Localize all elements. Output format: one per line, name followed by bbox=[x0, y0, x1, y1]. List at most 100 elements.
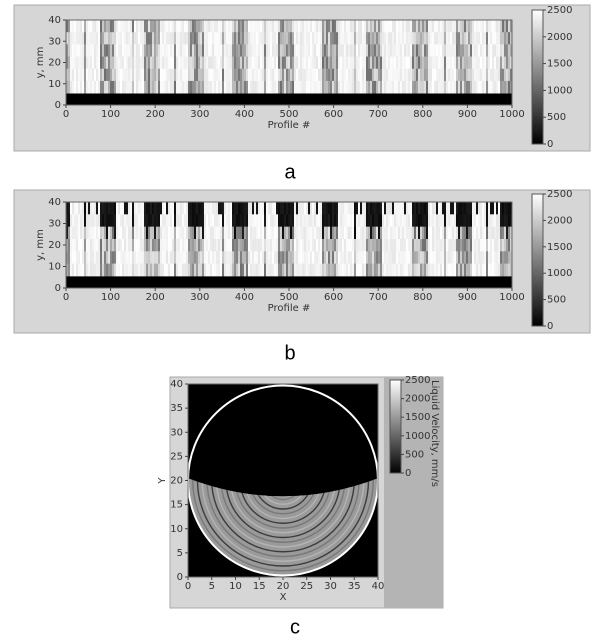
pixel bbox=[218, 20, 221, 33]
pixel bbox=[186, 263, 189, 277]
pixel bbox=[428, 263, 431, 277]
pixel bbox=[234, 238, 237, 252]
pixel bbox=[492, 226, 495, 240]
pixel bbox=[162, 44, 165, 57]
pixel bbox=[228, 251, 231, 265]
pixel bbox=[206, 32, 209, 45]
pixel bbox=[270, 68, 273, 82]
pixel bbox=[180, 202, 183, 215]
pixel bbox=[474, 20, 477, 33]
pixel bbox=[248, 226, 251, 240]
pixel bbox=[436, 202, 439, 215]
pixel bbox=[332, 56, 335, 70]
pixel bbox=[90, 32, 93, 45]
pixel bbox=[384, 44, 387, 57]
pixel bbox=[120, 214, 123, 228]
pixel bbox=[178, 68, 181, 82]
pixel bbox=[502, 202, 505, 215]
pixel bbox=[198, 214, 201, 228]
pixel bbox=[318, 238, 321, 252]
pixel bbox=[140, 32, 143, 45]
pixel bbox=[442, 214, 445, 228]
pixel bbox=[234, 56, 237, 70]
pixel bbox=[408, 226, 411, 240]
pixel bbox=[66, 56, 69, 70]
pixel bbox=[190, 238, 193, 252]
pixel bbox=[454, 32, 457, 45]
pixel bbox=[458, 251, 461, 265]
pixel bbox=[162, 68, 165, 82]
pixel bbox=[470, 226, 473, 240]
pixel bbox=[228, 56, 231, 70]
pixel bbox=[104, 202, 107, 215]
pixel bbox=[232, 238, 235, 252]
pixel bbox=[420, 263, 423, 277]
pixel bbox=[290, 44, 293, 57]
pixel bbox=[432, 214, 435, 228]
pixel bbox=[210, 214, 213, 228]
pixel bbox=[160, 238, 163, 252]
pixel bbox=[256, 214, 259, 228]
pixel bbox=[392, 263, 395, 277]
pixel bbox=[382, 32, 385, 45]
pixel bbox=[122, 68, 125, 82]
pixel bbox=[472, 263, 475, 277]
pixel bbox=[348, 20, 351, 33]
pixel bbox=[336, 32, 339, 45]
pixel bbox=[162, 20, 165, 33]
pixel bbox=[286, 68, 289, 82]
pixel bbox=[454, 238, 457, 252]
pixel bbox=[134, 56, 137, 70]
pixel bbox=[138, 202, 141, 215]
pixel bbox=[142, 263, 145, 277]
pixel bbox=[76, 238, 79, 252]
pixel bbox=[236, 214, 239, 228]
pixel bbox=[506, 32, 509, 45]
pixel bbox=[474, 44, 477, 57]
pixel bbox=[126, 68, 129, 82]
pixel bbox=[404, 80, 407, 94]
pixel bbox=[448, 226, 451, 240]
pixel bbox=[376, 80, 379, 94]
pixel bbox=[326, 226, 329, 240]
pixel bbox=[234, 80, 237, 94]
x-axis-label: Profile # bbox=[268, 303, 311, 314]
pixel bbox=[218, 263, 221, 277]
pixel bbox=[358, 56, 361, 70]
pixel bbox=[68, 68, 71, 82]
pixel bbox=[80, 80, 83, 94]
pixel bbox=[446, 251, 449, 265]
pixel bbox=[250, 56, 253, 70]
pixel bbox=[470, 80, 473, 94]
pixel bbox=[136, 68, 139, 82]
pixel bbox=[396, 251, 399, 265]
pixel bbox=[400, 20, 403, 33]
pixel bbox=[306, 226, 309, 240]
pixel bbox=[244, 202, 247, 215]
pixel bbox=[508, 226, 511, 240]
pixel bbox=[320, 238, 323, 252]
pixel bbox=[314, 226, 317, 240]
pixel bbox=[454, 80, 457, 94]
pixel bbox=[400, 226, 403, 240]
pixel bbox=[478, 251, 481, 265]
pixel bbox=[272, 68, 275, 82]
pixel bbox=[288, 44, 291, 57]
pixel bbox=[144, 202, 147, 215]
pixel bbox=[448, 44, 451, 57]
pixel bbox=[134, 80, 137, 94]
pixel bbox=[486, 251, 489, 265]
pixel bbox=[242, 80, 245, 94]
pixel bbox=[476, 251, 479, 265]
pixel bbox=[158, 56, 161, 70]
section bbox=[188, 385, 378, 576]
x-tick-label: 700 bbox=[369, 109, 388, 120]
pixel bbox=[108, 68, 111, 82]
pixel bbox=[236, 263, 239, 277]
pixel bbox=[334, 80, 337, 94]
pixel bbox=[132, 32, 135, 45]
pixel bbox=[196, 263, 199, 277]
pixel bbox=[398, 56, 401, 70]
pixel bbox=[294, 20, 297, 33]
pixel bbox=[192, 56, 195, 70]
